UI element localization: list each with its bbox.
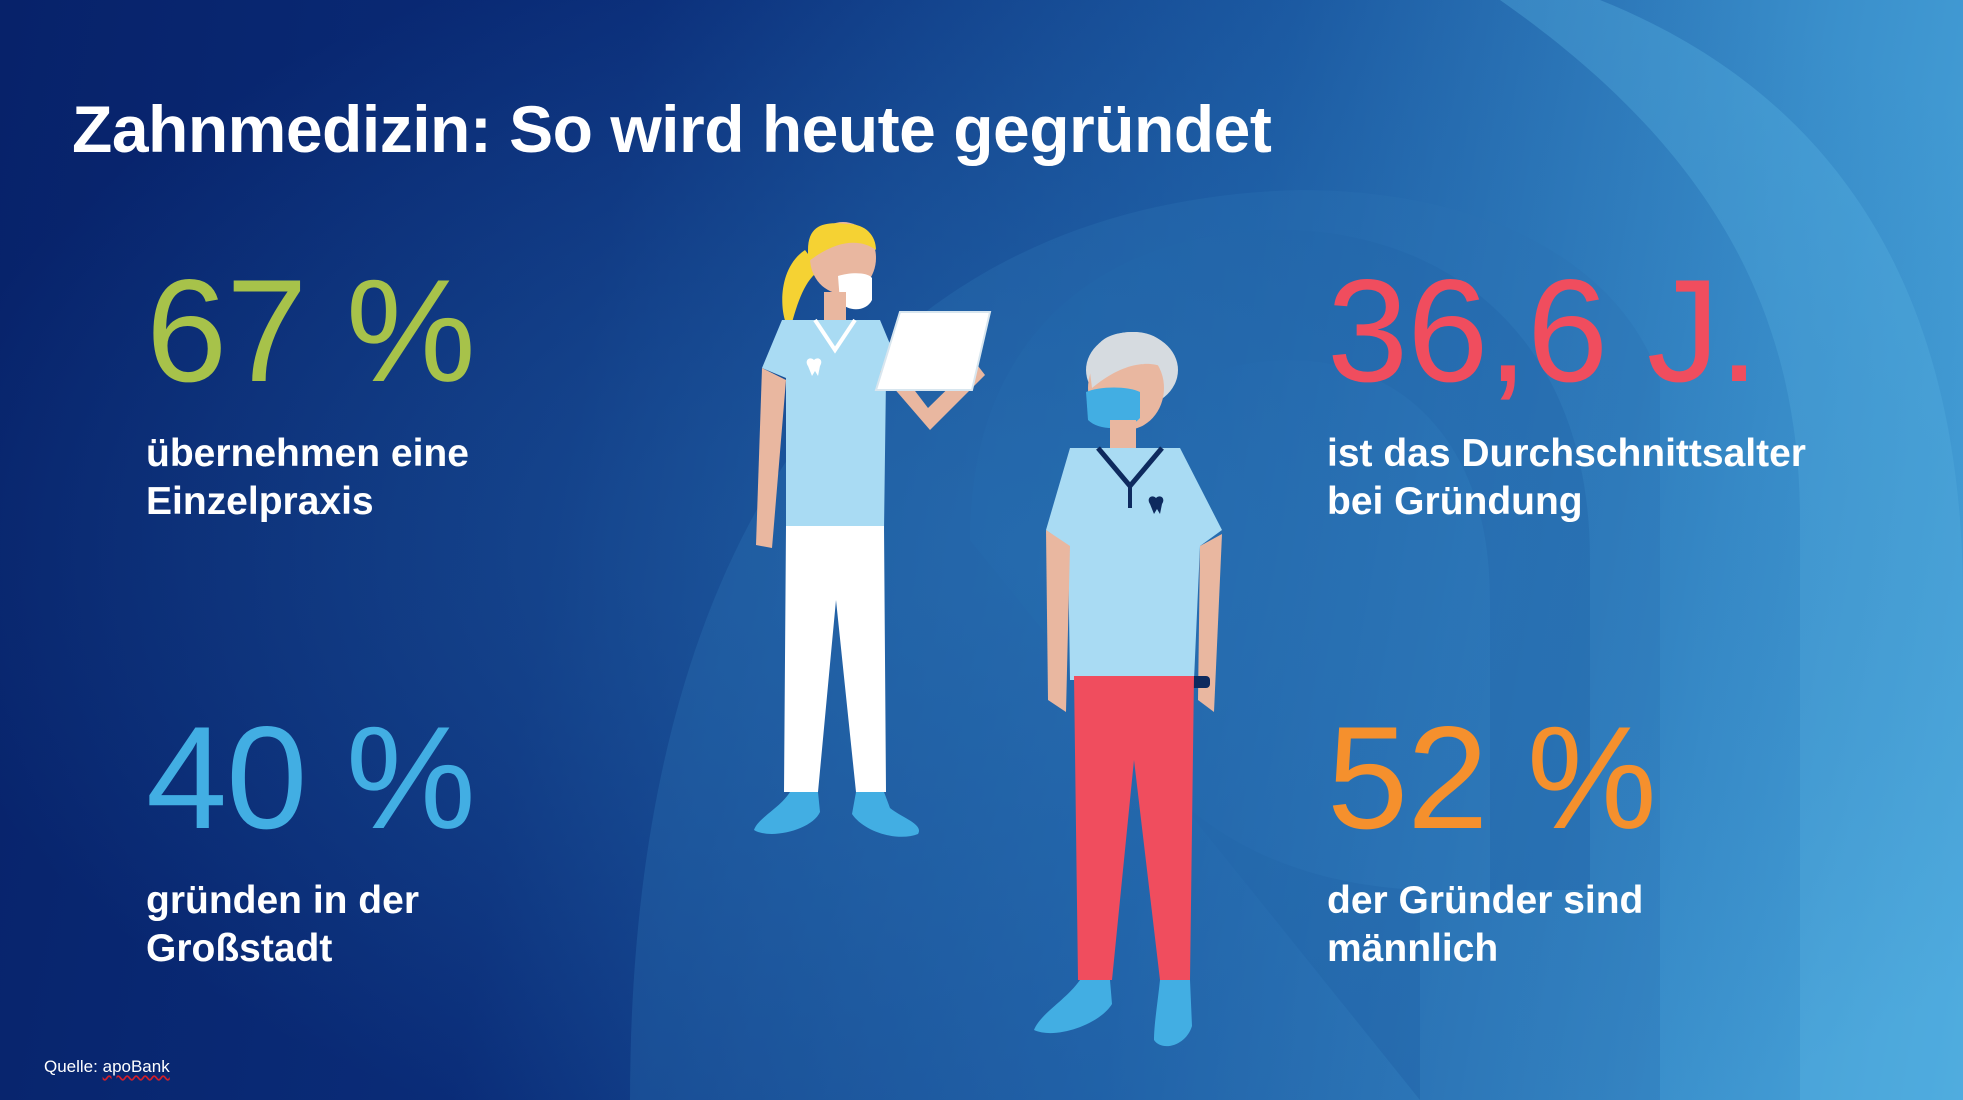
stat-big-city: 40 % gründen in der Großstadt [146,696,476,973]
stat-description-line: bei Gründung [1327,480,1583,523]
tooth-icon-2 [1148,496,1164,514]
stat-male-founders: 52 % der Gründer sind männlich [1327,696,1657,973]
source-note: Quelle: apoBank [44,1058,170,1075]
face-mask-icon-2 [1086,387,1140,429]
face-mask-icon [838,273,872,310]
stat-description-line: Großstadt [146,927,333,970]
clipboard-icon [874,311,992,391]
stat-description-line: Einzelpraxis [146,480,374,523]
stat-description-line: der Gründer sind [1327,879,1644,922]
stat-description-line: ist das Durchschnittsalter [1327,432,1806,475]
page-title: Zahnmedizin: So wird heute gegründet [72,92,1272,166]
source-label: Quelle: [44,1057,98,1076]
stat-value: 52 % [1327,696,1657,859]
source-name: apoBank [102,1057,170,1076]
stat-description: der Gründer sind männlich [1327,877,1656,973]
stat-single-practice: 67 % übernehmen eine Einzelpraxis [146,249,476,526]
stat-value: 67 % [146,249,476,412]
stat-average-age: 36,6 J. ist das Durchschnittsalter bei G… [1327,258,1806,526]
female-dentist-figure [754,222,992,837]
stat-description-line: männlich [1327,927,1499,970]
stat-value: 40 % [146,696,476,859]
stat-description-line: gründen in der [146,879,419,922]
stat-description: gründen in der Großstadt [146,877,475,973]
male-dentist-figure [1034,332,1222,1047]
stat-description: ist das Durchschnittsalter bei Gründung [1327,430,1806,526]
stat-description-line: übernehmen eine [146,432,469,475]
tooth-icon [806,358,822,376]
stat-value: 36,6 J. [1327,249,1759,412]
stat-description: übernehmen eine Einzelpraxis [146,430,475,526]
